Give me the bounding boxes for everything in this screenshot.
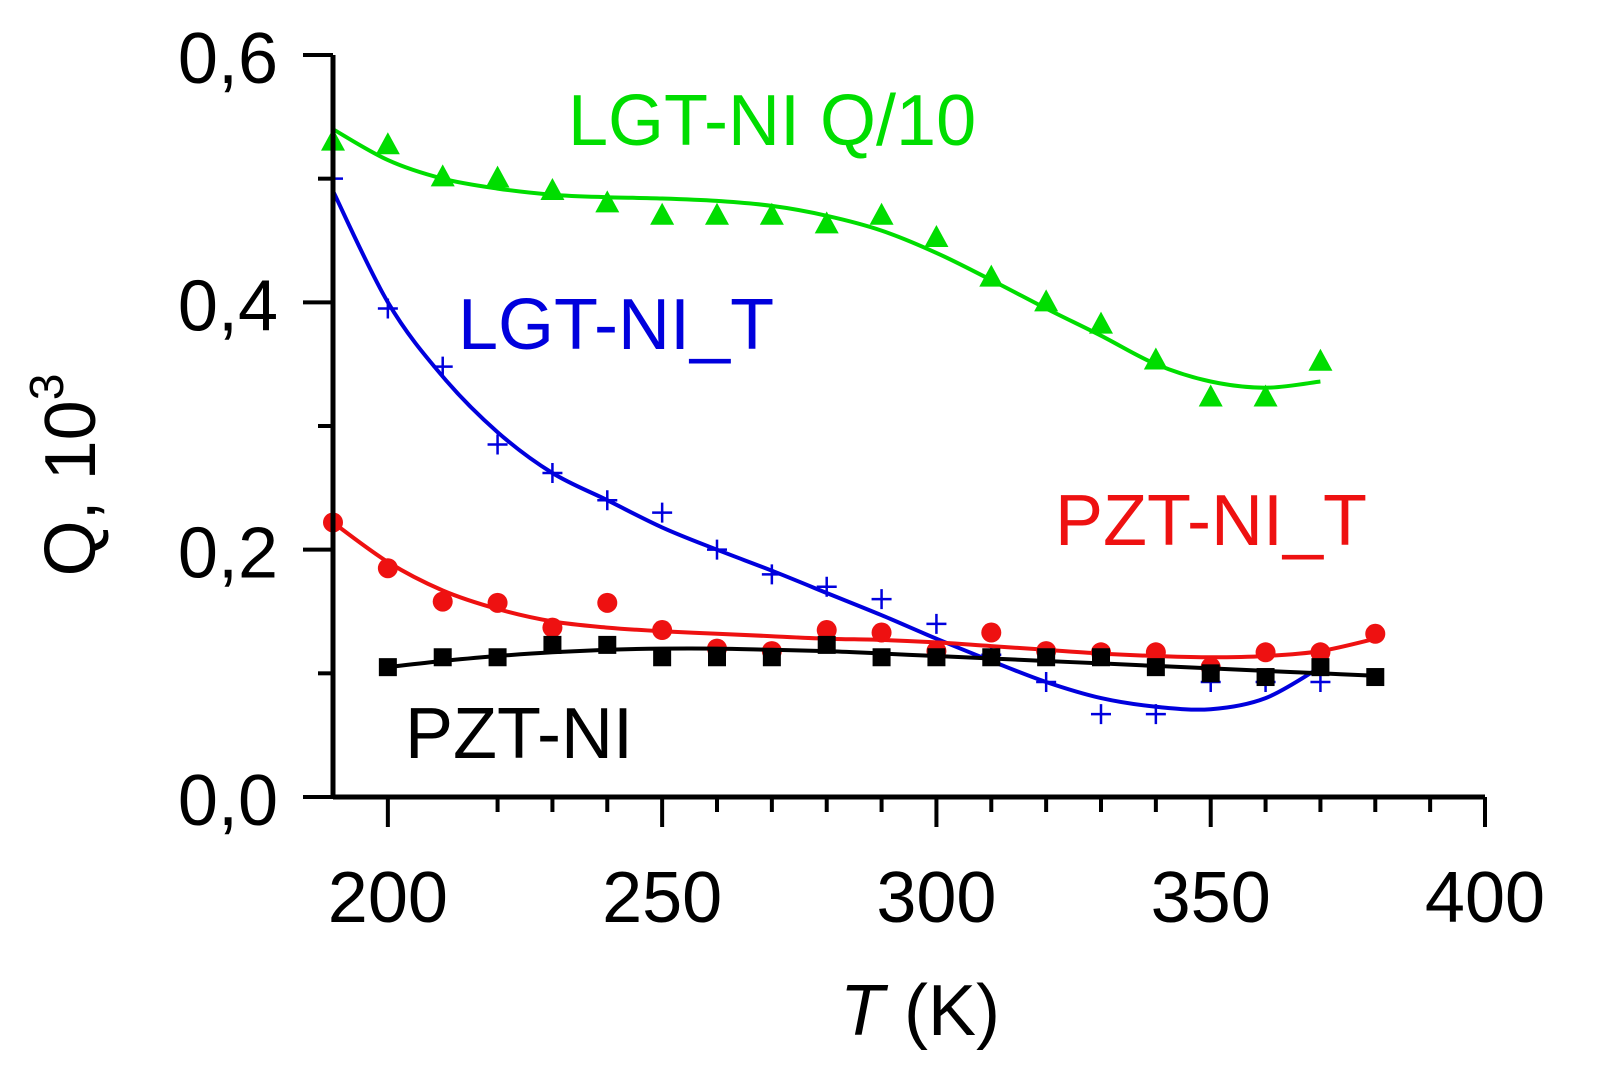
y-axis-title-superscript: 3 (21, 374, 74, 401)
data-point (1036, 671, 1057, 692)
data-point (869, 202, 894, 225)
data-point (1255, 642, 1276, 663)
data-point (433, 648, 452, 667)
data-point (1145, 704, 1166, 725)
data-point (982, 648, 1001, 667)
fit-line (331, 190, 1322, 712)
x-tick-label: 400 (1425, 858, 1545, 938)
data-point (1366, 668, 1385, 687)
data-point (652, 502, 673, 523)
data-point (1310, 642, 1331, 663)
x-tick-label: 350 (1151, 858, 1271, 938)
data-point (485, 165, 510, 188)
data-point (542, 462, 563, 483)
series-pzt-ni (378, 635, 1385, 687)
series-lgt-ni-q-10 (321, 127, 1333, 407)
data-point (979, 264, 1004, 287)
data-point (1091, 704, 1111, 725)
data-point (762, 648, 781, 667)
data-point (488, 648, 507, 667)
x-tick-label: 200 (328, 858, 448, 938)
x-tick-label: 250 (602, 858, 722, 938)
data-point (1145, 642, 1166, 663)
data-point (1034, 289, 1059, 312)
data-point (377, 298, 398, 319)
data-point (378, 658, 397, 677)
y-tick-label: 0,2 (178, 514, 278, 594)
data-point (487, 592, 508, 613)
x-axis-title: T (K) (840, 971, 1000, 1051)
data-point (817, 635, 836, 654)
data-point (816, 620, 837, 641)
data-point (1198, 384, 1223, 407)
series-label-pzt-ni: PZT-NI (405, 694, 633, 774)
data-point (926, 613, 947, 634)
data-point (1256, 668, 1275, 687)
data-point (377, 558, 398, 579)
data-point (761, 564, 782, 585)
data-point (1143, 347, 1168, 370)
data-point (1092, 648, 1110, 667)
y-tick-label: 0,0 (178, 761, 278, 841)
data-point (1146, 658, 1165, 677)
data-point (981, 622, 1002, 643)
plot-area: 200 250 300 350 400 0,0 0,2 0,4 0,6 (178, 19, 1545, 938)
data-point (432, 356, 453, 377)
data-point (814, 211, 839, 234)
data-point (927, 648, 946, 667)
data-point (708, 648, 726, 667)
data-point (871, 622, 892, 643)
data-point (597, 490, 618, 511)
y-axis-title-main: Q, 10 (31, 400, 111, 576)
y-axis-title: Q, 103 (21, 374, 111, 577)
data-point (1201, 664, 1220, 683)
data-point (707, 539, 727, 560)
y-tick-label: 0,6 (178, 19, 278, 99)
x-axis-ticks: 200 250 300 350 400 (328, 797, 1545, 938)
data-point (487, 434, 508, 455)
series-label-lgt-ni-t: LGT-NI_T (458, 285, 774, 365)
data-point (816, 576, 837, 597)
data-point (595, 190, 620, 213)
data-point (705, 202, 729, 225)
data-point (653, 648, 672, 667)
data-point (1365, 623, 1386, 644)
data-point (1089, 311, 1113, 334)
data-point (1308, 348, 1333, 371)
x-tick-label: 300 (876, 858, 996, 938)
data-point (597, 592, 618, 613)
data-point (540, 178, 565, 201)
data-point (924, 225, 949, 248)
data-point (759, 202, 784, 225)
data-point (652, 620, 673, 641)
data-point (375, 132, 400, 155)
data-point (1311, 658, 1330, 677)
data-point (650, 202, 675, 225)
data-point (542, 617, 563, 638)
data-point (598, 635, 617, 654)
series-label-lgt-ni-q10: LGT-NI Q/10 (568, 81, 976, 161)
x-axis-title-italic: T (840, 971, 889, 1051)
series-label-pzt-ni-t: PZT-NI_T (1055, 481, 1367, 561)
y-axis-ticks: 0,0 0,2 0,4 0,6 (178, 19, 333, 841)
data-point (1037, 648, 1056, 667)
series-group (321, 127, 1386, 725)
data-point (872, 648, 891, 667)
y-tick-label: 0,4 (178, 266, 278, 346)
x-axis-title-unit: (K) (884, 971, 1000, 1051)
data-point (1253, 384, 1278, 407)
data-point (430, 164, 455, 187)
data-point (432, 591, 453, 612)
data-point (871, 589, 892, 610)
data-point (543, 635, 562, 654)
